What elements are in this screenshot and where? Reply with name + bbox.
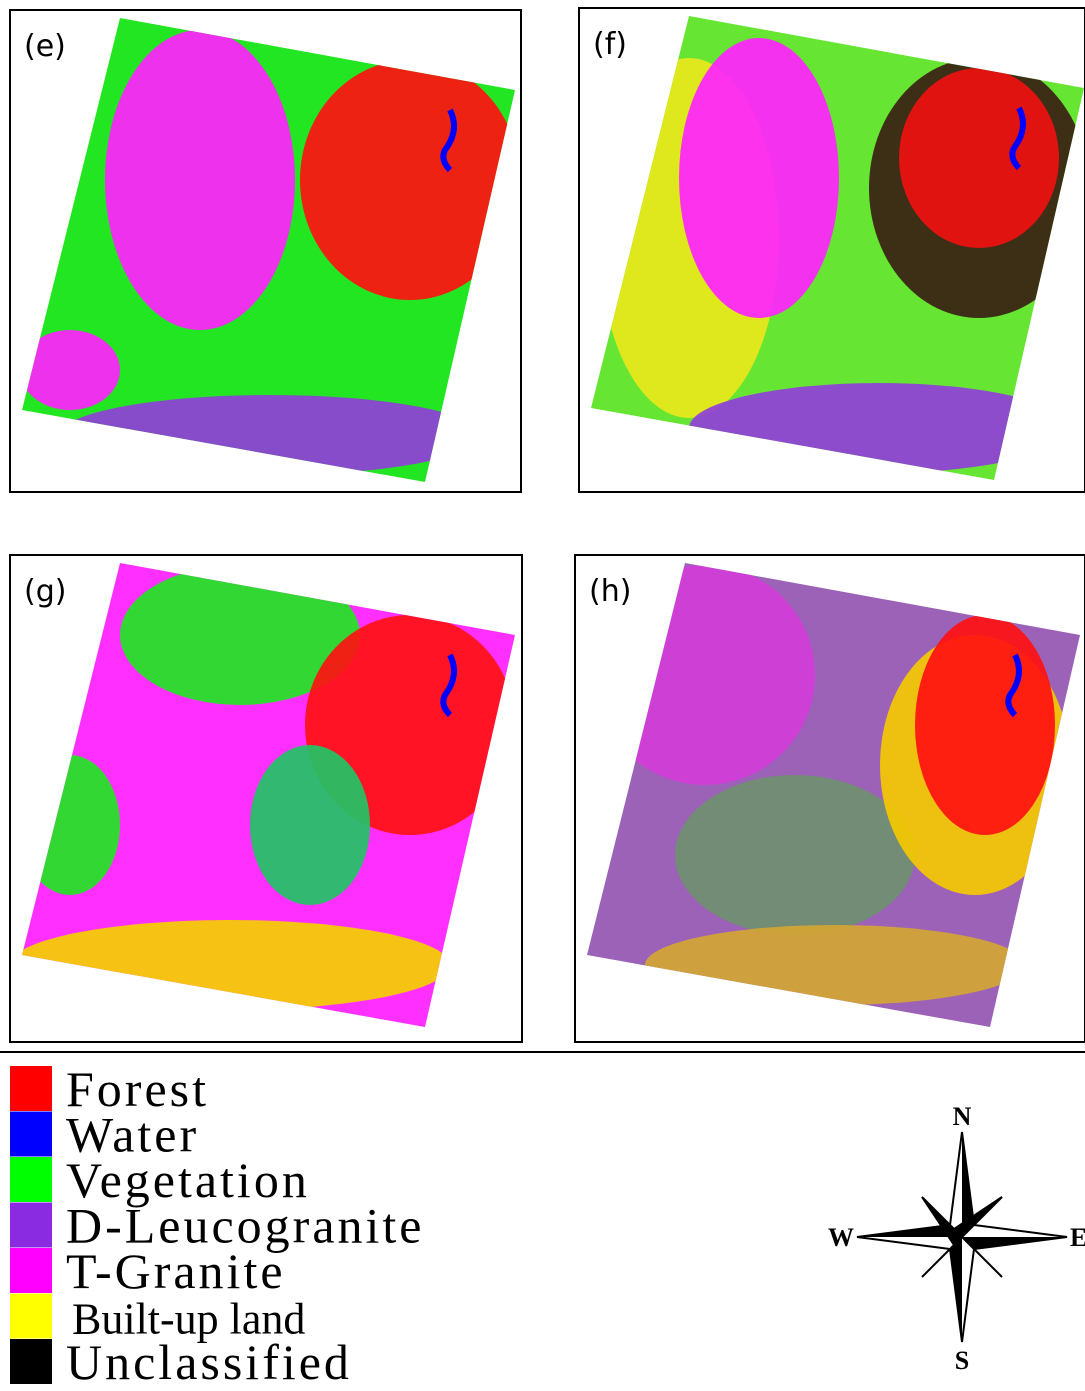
compass-e: E <box>1070 1223 1085 1252</box>
map-panel: (h) <box>575 555 1085 1042</box>
compass-w: W <box>828 1223 854 1252</box>
legend-swatch <box>10 1112 52 1157</box>
class-region <box>675 775 915 935</box>
panel-label: (e) <box>24 29 66 64</box>
compass-n: N <box>953 1102 972 1131</box>
legend-swatch <box>10 1066 52 1111</box>
class-region <box>915 615 1055 835</box>
legend-swatch <box>10 1248 52 1293</box>
legend-swatch <box>10 1157 52 1202</box>
map-panel: (e) <box>10 10 521 492</box>
panel-label: (g) <box>24 574 66 609</box>
legend-label: T-Granite <box>66 1243 286 1299</box>
panels: (e) (f) (g) (h) <box>10 8 1085 1042</box>
compass: N S W E <box>828 1102 1085 1375</box>
panel-label: (f) <box>593 27 627 62</box>
legend: ForestWaterVegetationD-LeucograniteT-Gra… <box>10 1061 425 1390</box>
compass-s: S <box>955 1346 969 1375</box>
legend-label: Unclassified <box>66 1334 352 1390</box>
class-region <box>679 38 839 318</box>
legend-swatch <box>10 1203 52 1248</box>
figure: (e) (f) (g) (h) ForestWaterVegetationD-Leuc… <box>0 0 1085 1391</box>
map-panel: (f) <box>579 8 1085 492</box>
map-panel: (g) <box>10 555 522 1042</box>
class-region <box>105 30 295 330</box>
class-region <box>899 68 1059 248</box>
panel-label: (h) <box>589 574 631 609</box>
class-region <box>250 745 370 905</box>
legend-swatch <box>10 1339 52 1384</box>
legend-swatch <box>10 1294 52 1339</box>
